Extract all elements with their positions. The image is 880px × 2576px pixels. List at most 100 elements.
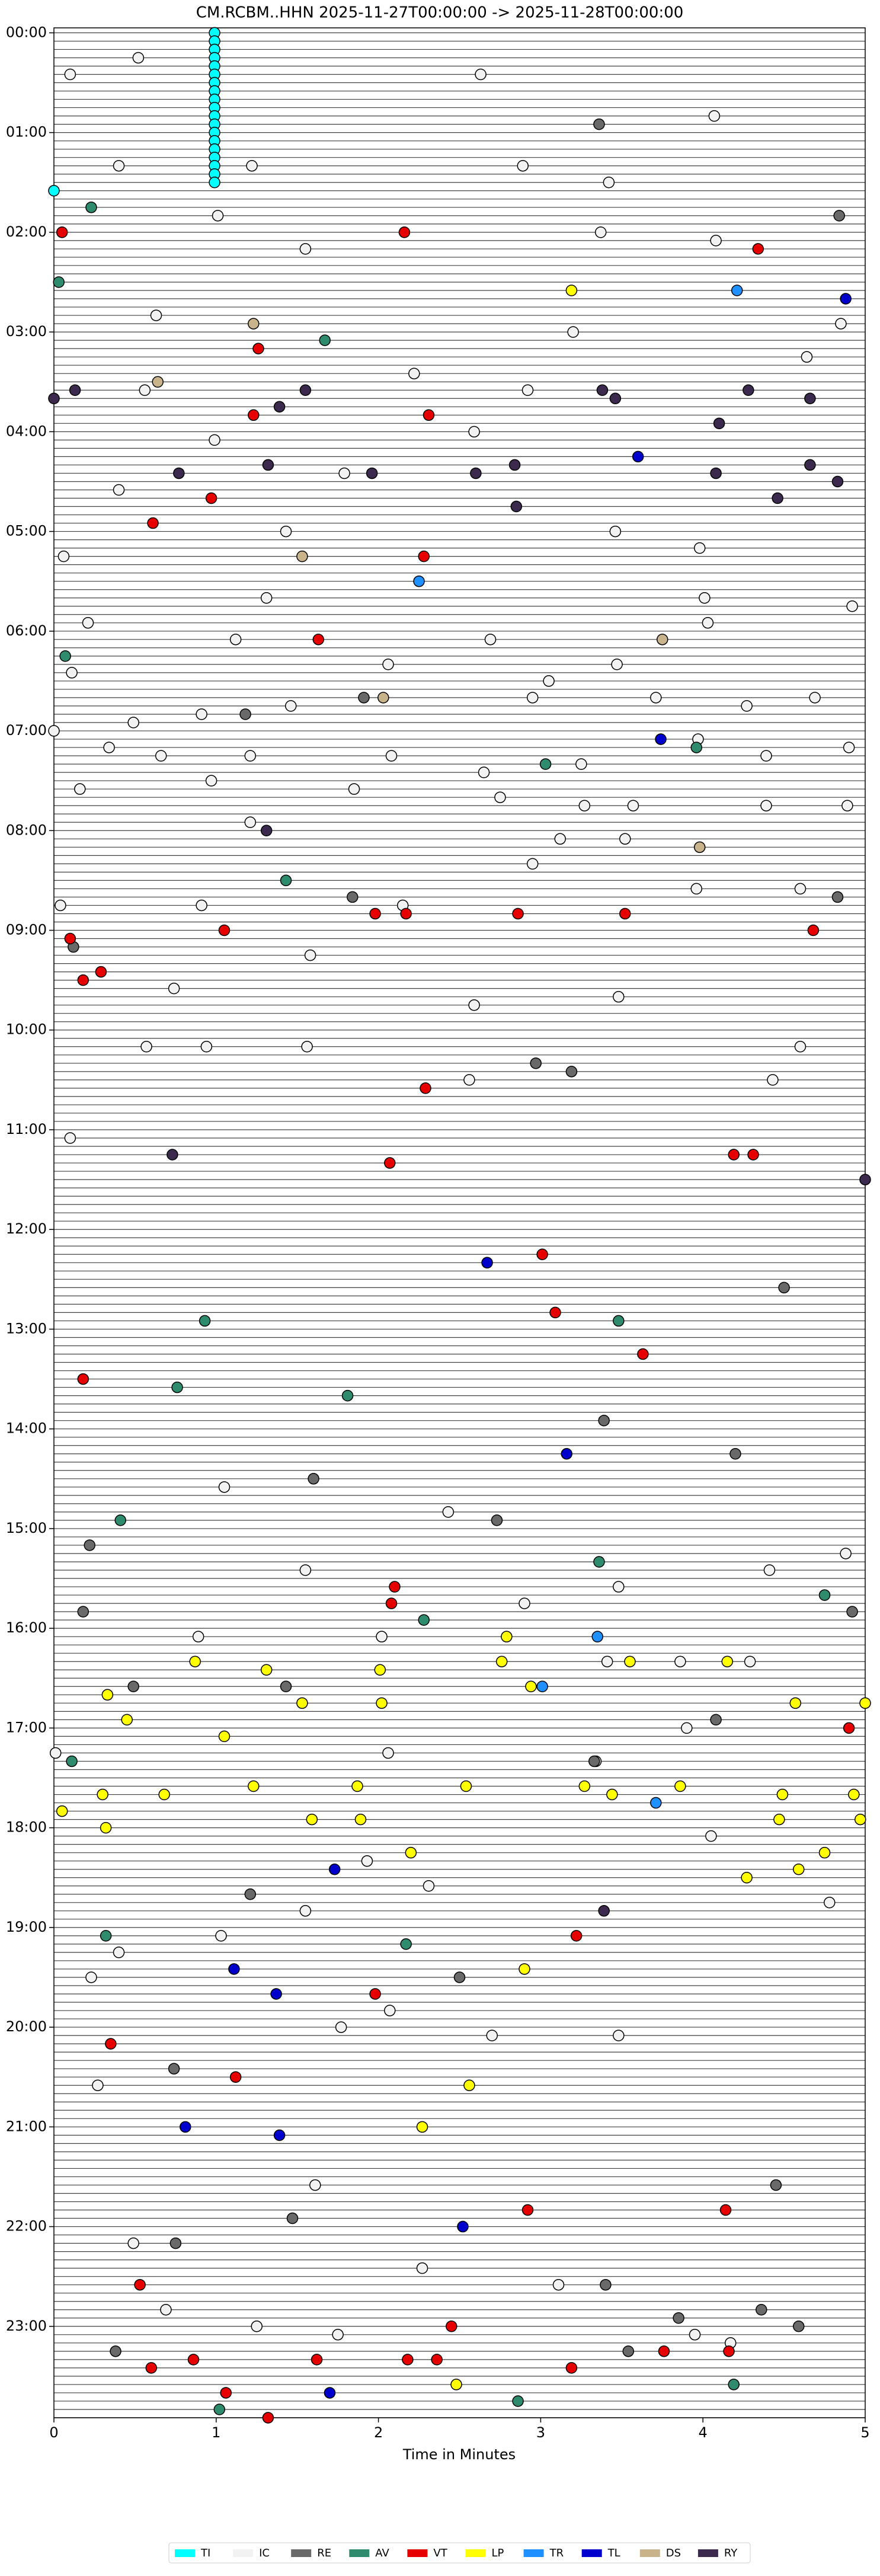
event-marker: [95, 966, 107, 978]
y-tick-label: 18:00: [6, 1819, 47, 1836]
event-marker: [690, 883, 702, 895]
legend-label: AV: [375, 2547, 389, 2559]
legend-swatch: [349, 2549, 370, 2557]
event-marker: [468, 426, 480, 438]
event-marker: [693, 841, 706, 854]
event-marker: [525, 1680, 537, 1693]
event-marker: [212, 210, 224, 222]
event-marker: [280, 874, 292, 887]
event-marker: [64, 932, 76, 945]
event-marker: [463, 2079, 475, 2091]
event-marker: [804, 392, 816, 405]
event-marker: [311, 2354, 323, 2366]
event-marker: [147, 517, 159, 529]
event-marker: [205, 492, 217, 504]
event-marker: [189, 1655, 201, 1667]
chart-title: CM.RCBM..HHN 2025-11-27T00:00:00 -> 2025…: [196, 4, 684, 22]
event-marker: [578, 1780, 591, 1792]
event-marker: [215, 1930, 227, 1942]
event-marker: [66, 1755, 78, 1768]
event-marker: [155, 750, 167, 762]
legend-label: TI: [200, 2547, 210, 2559]
event-marker: [218, 924, 231, 937]
event-marker: [627, 800, 639, 811]
event-marker: [244, 750, 257, 762]
event-marker: [139, 384, 151, 396]
event-marker: [575, 758, 587, 770]
event-marker: [382, 659, 394, 670]
event-marker: [413, 575, 425, 587]
event-marker: [55, 899, 66, 912]
y-tick-label: 23:00: [6, 2318, 47, 2334]
event-marker: [481, 1257, 493, 1269]
event-marker: [561, 1447, 572, 1460]
event-marker: [420, 1082, 431, 1094]
event-marker: [402, 2354, 414, 2366]
event-marker: [169, 2237, 182, 2249]
event-marker: [319, 334, 331, 346]
event-marker: [168, 982, 180, 995]
event-marker: [840, 293, 852, 305]
event-marker: [809, 692, 821, 704]
event-marker: [773, 1813, 785, 1826]
event-marker: [416, 2262, 428, 2274]
event-marker: [705, 1830, 717, 1842]
y-tick-label: 22:00: [6, 2218, 47, 2235]
event-marker: [196, 899, 207, 912]
event-marker: [369, 1988, 381, 2000]
event-marker: [358, 692, 370, 704]
event-marker: [859, 1174, 871, 1185]
event-marker: [398, 226, 411, 238]
event-marker: [69, 384, 81, 396]
y-tick-label: 02:00: [6, 223, 47, 240]
event-marker: [693, 542, 706, 554]
event-marker: [843, 1722, 855, 1734]
x-tick-label: 0: [49, 2424, 58, 2441]
event-marker: [770, 2179, 782, 2191]
event-marker: [332, 2329, 344, 2341]
event-marker: [658, 2345, 670, 2357]
event-marker: [418, 1614, 430, 1626]
event-marker: [113, 159, 125, 172]
event-marker: [77, 1373, 89, 1385]
event-marker: [196, 708, 207, 720]
event-marker: [408, 367, 420, 379]
event-marker: [619, 833, 631, 845]
event-marker: [794, 1041, 807, 1053]
event-marker: [460, 1780, 472, 1792]
event-marker: [97, 1788, 108, 1801]
event-marker: [846, 1606, 858, 1618]
event-marker: [103, 742, 115, 753]
event-marker: [218, 1730, 231, 1743]
event-marker: [286, 2212, 299, 2225]
event-marker: [209, 177, 220, 188]
event-marker: [248, 409, 260, 421]
event-marker: [807, 924, 820, 937]
event-marker: [57, 550, 70, 562]
event-marker: [760, 750, 772, 762]
event-marker: [312, 634, 325, 645]
event-marker: [702, 617, 714, 629]
event-marker: [301, 1041, 313, 1053]
event-marker: [127, 1680, 139, 1693]
event-marker: [299, 384, 312, 396]
event-marker: [760, 800, 772, 811]
event-marker: [382, 1747, 394, 1759]
y-tick-label: 19:00: [6, 1919, 47, 1935]
event-marker: [158, 1788, 170, 1801]
event-marker: [494, 791, 506, 803]
event-marker: [338, 467, 350, 480]
event-marker: [747, 1149, 759, 1161]
y-tick-label: 14:00: [6, 1420, 47, 1437]
event-marker: [767, 1074, 779, 1086]
event-marker: [804, 459, 816, 471]
event-marker: [328, 1863, 341, 1875]
event-marker: [105, 2038, 117, 2050]
event-marker: [792, 2321, 805, 2332]
event-marker: [374, 1664, 386, 1676]
event-marker: [478, 766, 490, 778]
event-marker: [134, 2278, 146, 2291]
event-marker: [252, 343, 264, 354]
event-marker: [280, 1680, 292, 1693]
